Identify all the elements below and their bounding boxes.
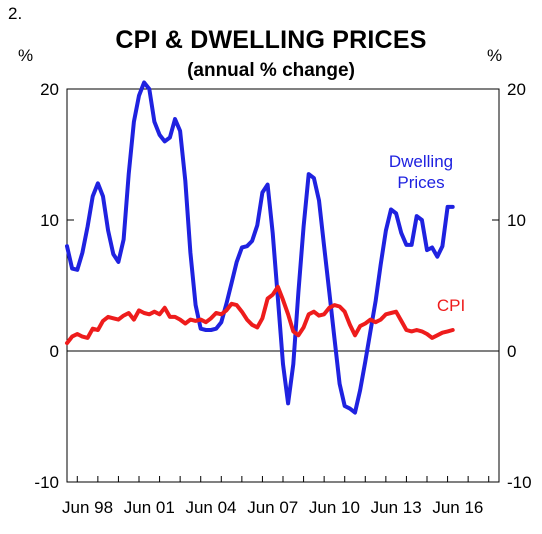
x-tick-label: Jun 13	[371, 498, 422, 517]
left-axis-unit: %	[18, 46, 34, 65]
right-y-tick-label: 20	[507, 80, 526, 99]
right-y-tick-label: 0	[507, 342, 516, 361]
right-y-tick-label: 10	[507, 211, 526, 230]
right-axis-unit: %	[487, 46, 503, 65]
left-y-axis: -10 0 10 20	[34, 80, 74, 492]
chart-subtitle: (annual % change)	[187, 60, 355, 81]
x-tick-label: Jun 01	[124, 498, 175, 517]
series-line-cpi	[65, 284, 455, 346]
x-tick-label: Jun 07	[247, 498, 298, 517]
series-label-dwelling-prices: Dwelling Prices	[389, 152, 453, 192]
x-tick-label: Jun 16	[432, 498, 483, 517]
chart-title: CPI & DWELLING PRICES	[115, 26, 427, 54]
left-y-tick-label: 20	[40, 80, 59, 99]
x-tick-label: Jun 10	[309, 498, 360, 517]
left-y-tick-label: 0	[50, 342, 59, 361]
series-label-cpi: CPI	[437, 296, 465, 315]
x-tick-label: Jun 98	[62, 498, 113, 517]
right-y-axis: -10 0 10 20	[492, 80, 532, 492]
series-layer	[65, 80, 455, 415]
figure-number: 2.	[8, 4, 23, 23]
right-y-tick-label: -10	[507, 473, 532, 492]
series-line-dwelling-prices	[65, 80, 455, 415]
left-y-tick-label: 10	[40, 211, 59, 230]
left-y-tick-label: -10	[34, 473, 59, 492]
x-axis: Jun 98 Jun 01 Jun 04 Jun 07 Jun 10 Jun 13 Jun …	[62, 476, 490, 517]
x-tick-label: Jun 04	[185, 498, 236, 517]
series-labels: Dwelling Prices CPI	[389, 152, 465, 315]
